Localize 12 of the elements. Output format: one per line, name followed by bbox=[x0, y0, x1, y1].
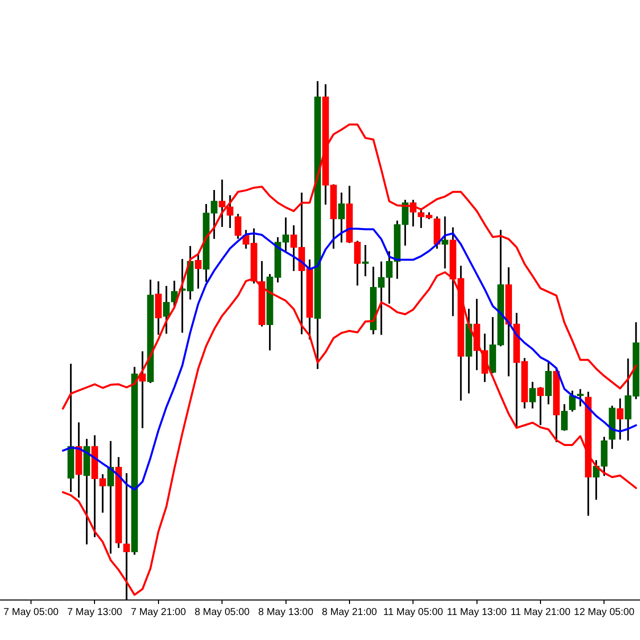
x-tick-label: 11 May 21:00 bbox=[510, 606, 571, 618]
x-tick-label: 8 May 13:00 bbox=[258, 606, 314, 618]
x-tick-label: 8 May 05:00 bbox=[194, 606, 250, 618]
x-tick-label: 11 May 13:00 bbox=[446, 606, 508, 618]
x-tick-label: 7 May 05:00 bbox=[4, 606, 59, 618]
x-tick-label: 8 May 21:00 bbox=[322, 606, 378, 618]
x-tick-label: 11 May 05:00 bbox=[383, 606, 444, 618]
x-tick-label: 7 May 21:00 bbox=[130, 606, 186, 618]
x-tick-label: 12 May 05:00 bbox=[574, 606, 635, 618]
x-tick-label: 7 May 13:00 bbox=[67, 606, 123, 618]
candlestick bbox=[442, 216, 448, 268]
candlestick bbox=[537, 387, 544, 426]
